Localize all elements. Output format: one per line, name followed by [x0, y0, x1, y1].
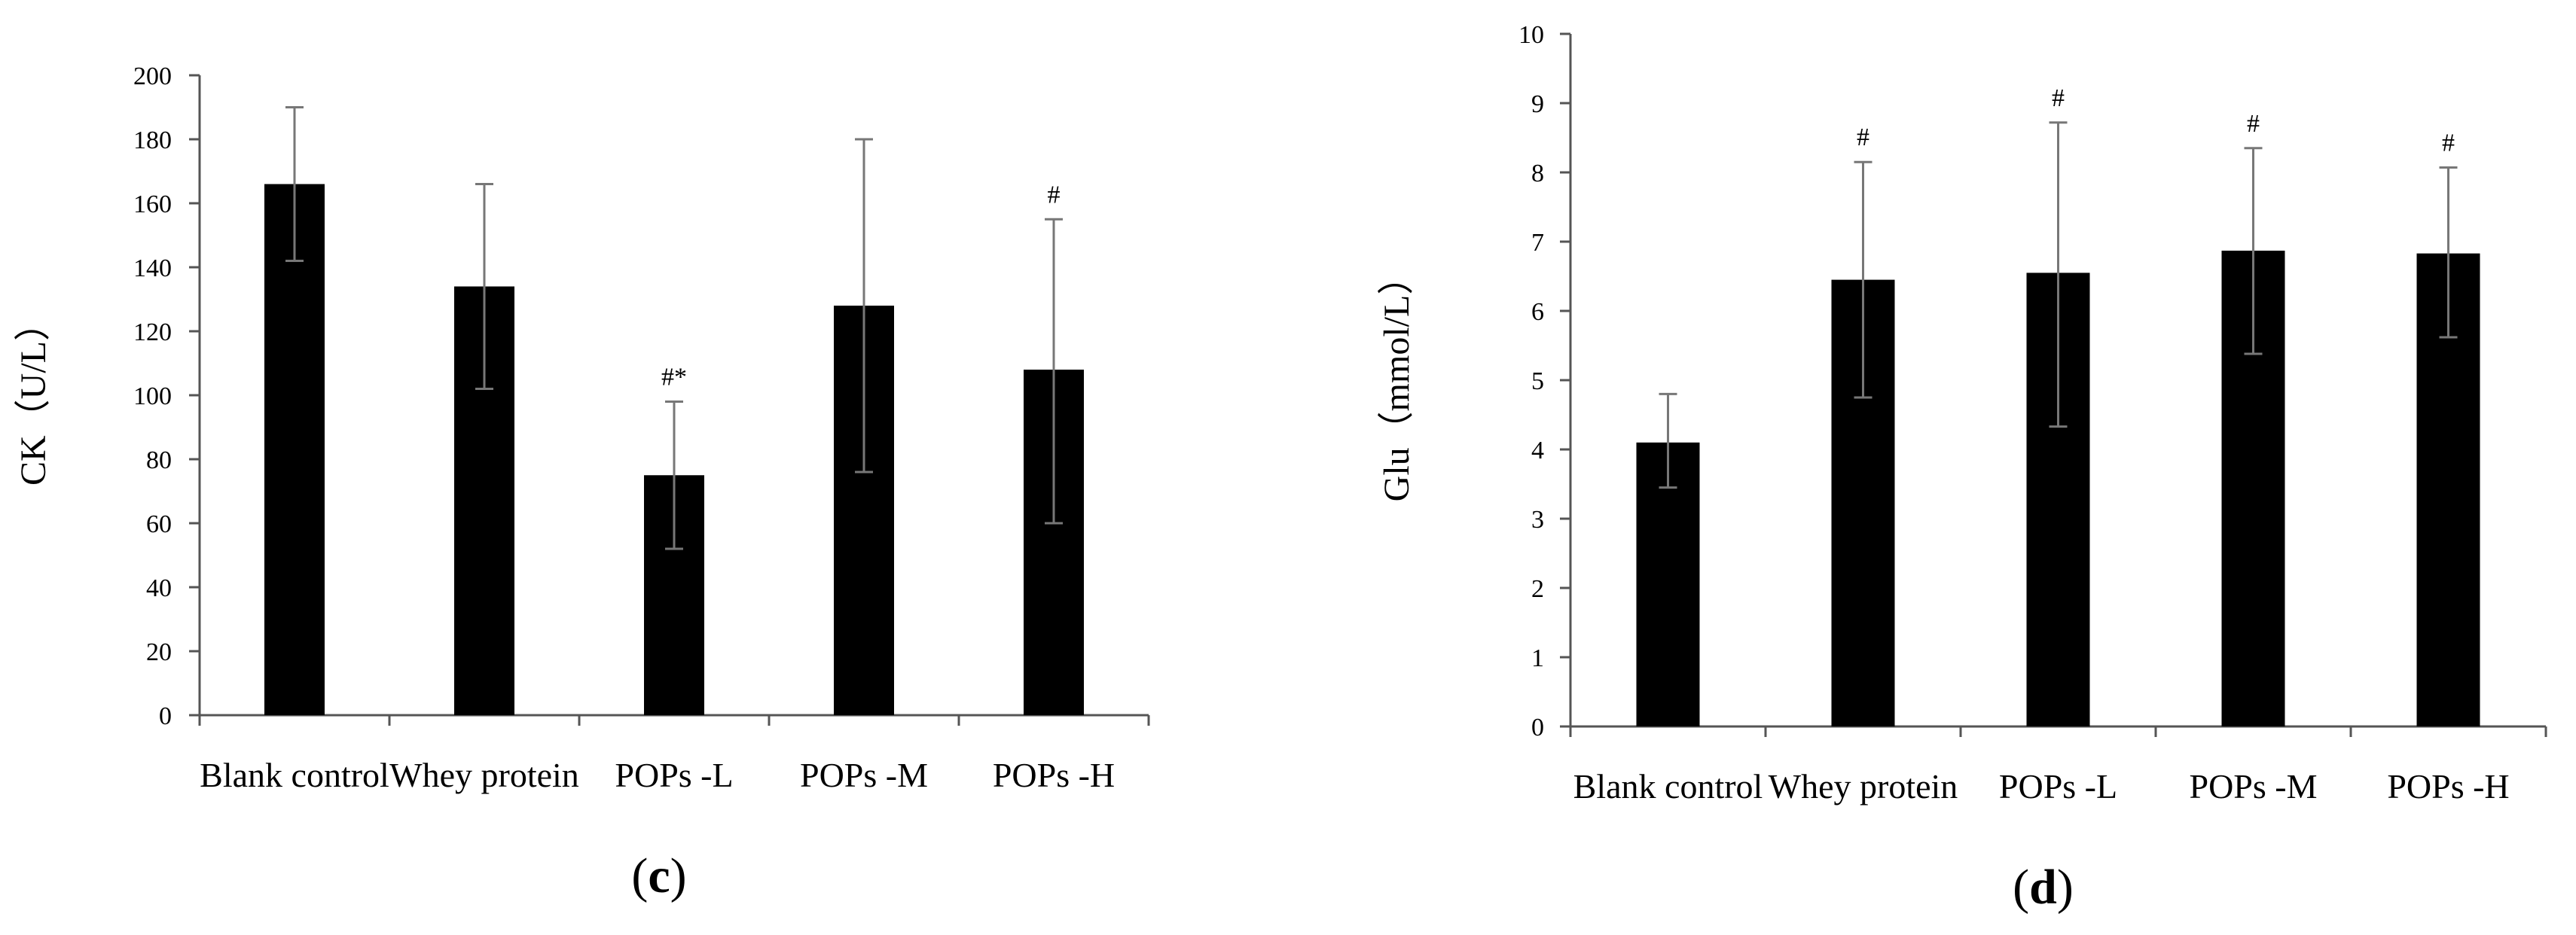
y-tick-label: 5 [1531, 367, 1544, 395]
y-tick-label: 2 [1531, 575, 1544, 603]
y-tick-label: 20 [146, 638, 172, 666]
y-tick-label: 10 [1518, 21, 1544, 49]
bar [264, 184, 325, 715]
y-tick-label: 100 [133, 382, 172, 410]
significance-label: # [1048, 181, 1061, 209]
x-tick-label: POPs -M [2189, 767, 2317, 806]
y-tick-label: 180 [133, 126, 172, 154]
y-tick-label: 0 [1531, 714, 1544, 742]
y-tick-label: 0 [159, 702, 172, 730]
x-tick-label: POPs -H [993, 756, 1115, 794]
y-tick-label: 8 [1531, 160, 1544, 187]
y-tick-label: 200 [133, 62, 172, 90]
significance-label: # [2052, 84, 2065, 112]
x-tick-label: POPs -M [800, 756, 928, 794]
y-tick-label: 140 [133, 254, 172, 282]
significance-label: # [1857, 123, 1869, 151]
y-tick-label: 4 [1531, 437, 1544, 464]
y-tick-label: 160 [133, 190, 172, 218]
panel-label: (c) [631, 848, 686, 903]
x-tick-label: Blank control [200, 756, 389, 794]
x-tick-label: Whey protein [1769, 767, 1958, 806]
x-tick-label: POPs -L [615, 756, 733, 794]
y-tick-label: 6 [1531, 298, 1544, 326]
y-tick-label: 40 [146, 574, 172, 602]
chart-panel-c: 0 20 40 60 80 100 120 140 160 180 200 CK（U/L） Blank … [14, 62, 1150, 903]
y-axis-label: Glu（mmol/L） [1377, 259, 1417, 502]
y-axis-label: CK（U/L） [14, 305, 53, 486]
y-tick-label: 7 [1531, 229, 1544, 257]
significance-label: #* [661, 364, 687, 391]
x-tick-label: Blank control [1573, 767, 1763, 806]
panel-label: (d) [2013, 860, 2074, 915]
y-tick-label: 3 [1531, 506, 1544, 534]
y-tick-label: 120 [133, 318, 172, 346]
x-tick-label: POPs -H [2387, 767, 2509, 806]
bar [1636, 442, 1700, 726]
y-tick-label: 60 [146, 510, 172, 538]
y-tick-label: 80 [146, 446, 172, 474]
x-tick-label: POPs -L [1999, 767, 2117, 806]
significance-label: # [2247, 110, 2260, 138]
significance-label: # [2442, 129, 2455, 157]
x-tick-label: Whey protein [389, 756, 579, 794]
chart-panel-d: 0 1 2 3 4 5 6 7 8 9 10 Glu（mmol/L） Blank control # Whe… [1377, 21, 2547, 915]
y-tick-label: 9 [1531, 90, 1544, 118]
y-tick-label: 1 [1531, 644, 1544, 672]
